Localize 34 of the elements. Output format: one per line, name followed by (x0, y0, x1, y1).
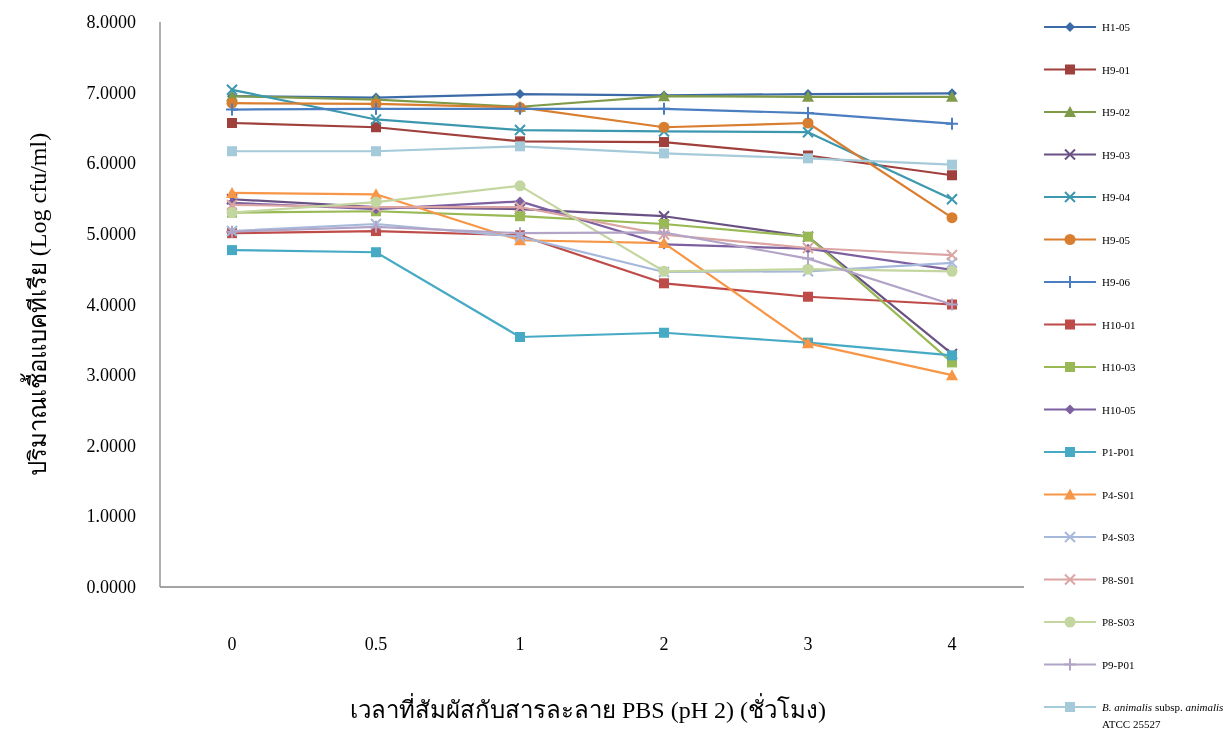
legend-label: H9-02 (1102, 106, 1131, 118)
x-tick-label: 4 (947, 634, 957, 654)
y-tick-label: 2.0000 (86, 435, 136, 456)
y-tick-label: 5.0000 (86, 223, 136, 244)
y-tick-label: 4.0000 (86, 294, 136, 315)
x-tick-label: 3 (803, 634, 813, 654)
text: B. animalis subsp. animalis ATCC 25527 (1102, 701, 1224, 730)
legend-label: H9-01 (1102, 63, 1131, 76)
y-tick-label: 3.0000 (86, 365, 136, 386)
x-tick-label: 2 (659, 634, 669, 654)
legend-label: P4-S01 (1102, 488, 1135, 501)
x-tick-label: 0 (227, 634, 237, 654)
y-axis-title: ปริมาณเชื้อแบคทีเรีย (Log cfu/ml) (20, 132, 51, 477)
y-tick-label: 7.0000 (86, 82, 136, 103)
legend-label: P8-S03 (1102, 616, 1135, 628)
legend-label: H9-06 (1102, 276, 1131, 288)
legend-label: P8-S01 (1102, 573, 1135, 586)
legend-label: P1-P01 (1102, 446, 1135, 458)
x-tick-label: 1 (515, 634, 525, 654)
y-tick-label: 0.0000 (86, 577, 136, 597)
legend-label: P4-S03 (1102, 531, 1135, 543)
x-tick-label: 0.5 (364, 634, 388, 654)
legend-label: P9-P01 (1102, 658, 1135, 671)
legend-label: H10-05 (1102, 403, 1137, 416)
y-tick-label: 1.0000 (86, 506, 136, 527)
legend-label: H1-05 (1102, 21, 1131, 33)
x-axis-title: เวลาที่สัมผัสกับสารละลาย PBS (pH 2) (ชั่วโมง) (350, 693, 827, 723)
legend-label: H9-05 (1102, 233, 1131, 246)
legend-label: H10-03 (1102, 361, 1137, 373)
legend-label: H10-01 (1102, 318, 1136, 331)
legend-label: H9-04 (1102, 191, 1131, 203)
y-tick-label: 6.0000 (86, 153, 136, 174)
legend-label: H9-03 (1102, 148, 1131, 161)
y-tick-label: 8.0000 (86, 12, 136, 32)
